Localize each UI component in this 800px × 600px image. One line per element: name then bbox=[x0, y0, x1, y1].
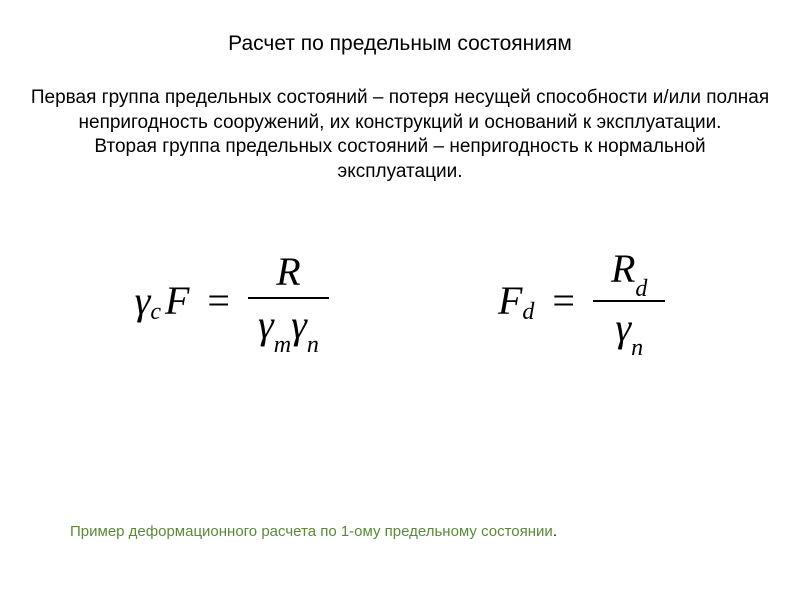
gamma-symbol: γ bbox=[615, 305, 631, 350]
formula-2-denominator: γn bbox=[605, 302, 653, 357]
example-link-text: Пример деформационного расчета по 1-ому … bbox=[70, 523, 553, 540]
equals-sign: = bbox=[199, 277, 238, 324]
sub-d: d bbox=[522, 299, 534, 326]
page-title: Расчет по предельным состояниям bbox=[0, 0, 800, 56]
gamma-symbol: γ bbox=[291, 302, 307, 347]
gamma-m-sub: m bbox=[274, 332, 291, 358]
gamma-n-sub: n bbox=[307, 332, 319, 358]
formula-2-numerator: Rd bbox=[593, 245, 665, 300]
formulas-container: γcF = R γmγn Fd = Rd γn bbox=[0, 185, 800, 357]
sub-d: d bbox=[635, 276, 647, 302]
formula-1-fraction: R γmγn bbox=[248, 248, 329, 354]
gamma-symbol: γ bbox=[135, 277, 151, 324]
gamma-n-sub: n bbox=[631, 335, 643, 361]
gamma-c-sub: c bbox=[150, 299, 161, 326]
formula-1-numerator: R bbox=[258, 248, 318, 297]
formula-1-denominator: γmγn bbox=[248, 299, 329, 354]
description-text: Первая группа предельных состояний – пот… bbox=[0, 56, 800, 185]
formula-2-lhs: Fd bbox=[498, 277, 534, 324]
equals-sign: = bbox=[544, 277, 583, 324]
example-link[interactable]: Пример деформационного расчета по 1-ому … bbox=[70, 523, 557, 540]
formula-2-fraction: Rd γn bbox=[593, 245, 665, 357]
formula-1: γcF = R γmγn bbox=[135, 248, 329, 354]
formula-1-lhs: γcF bbox=[135, 277, 190, 324]
formula-2: Fd = Rd γn bbox=[498, 245, 665, 357]
gamma-symbol: γ bbox=[258, 302, 274, 347]
var-F: F bbox=[161, 277, 189, 324]
var-Fd: F bbox=[498, 277, 522, 324]
example-link-dot: . bbox=[553, 523, 557, 540]
var-R: R bbox=[611, 246, 635, 291]
